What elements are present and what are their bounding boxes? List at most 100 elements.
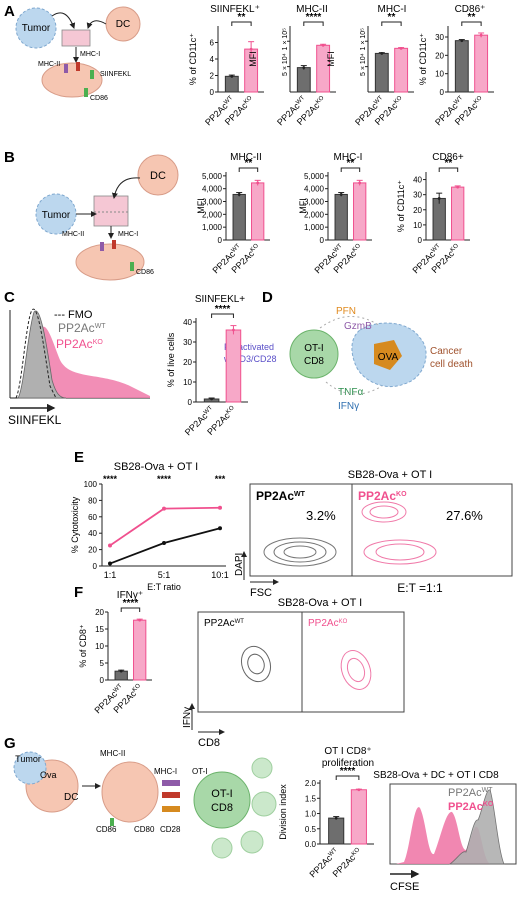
y-tick-label: 10 <box>183 378 192 387</box>
mhc2-label-a: MHC-II <box>38 61 60 68</box>
y-tick-label: 0 <box>210 88 215 97</box>
y-tick-label: 2.0 <box>305 779 317 788</box>
data-point <box>162 506 166 511</box>
g-oti-cell-label: OT-I <box>211 788 232 800</box>
significance-label: **** <box>123 598 139 609</box>
d-pfn-label: PFN <box>336 306 356 317</box>
ot1-cell-d <box>289 329 339 379</box>
dc-label-a: DC <box>116 19 130 30</box>
y-axis-label: % of CD8⁺ <box>78 624 88 668</box>
g-flow-title: SB28-Ova + DC + OT I CD8 <box>373 770 499 781</box>
chart-title: SIINFEKL⁺ <box>210 4 260 15</box>
bar <box>451 186 465 241</box>
y-tick-label: 0 <box>218 236 223 245</box>
g-dc-label: DC <box>64 792 78 803</box>
significance-bracket <box>340 167 361 172</box>
y-tick-label: 40 <box>88 529 97 538</box>
e-x-label: FSC <box>250 587 272 599</box>
y-tick-label: 30 <box>413 191 422 200</box>
bar <box>454 40 469 93</box>
data-point <box>339 193 343 196</box>
chart-title: MHC-I <box>334 152 363 163</box>
schematic-a: Tumor DC MHC-II MHC-I SIINFEKL CD86 <box>15 6 141 102</box>
data-point <box>108 561 112 566</box>
dc-cell-b <box>137 154 179 196</box>
y-axis-label: MFI <box>248 51 258 67</box>
y-tick-label: 100 <box>84 480 98 489</box>
g-mhc2-label: MHC-II <box>100 749 125 758</box>
panel-label-c: C <box>4 289 15 306</box>
chart-b1: MHC-II01,0002,0003,0004,0005,000MFIPP2Ac… <box>196 152 270 275</box>
y-tick-label: 10 <box>413 221 422 230</box>
y-tick-label: 5 × 10⁴ <box>360 53 367 76</box>
well-a <box>61 29 91 47</box>
histogram-g: SB28-Ova + DC + OT I CD8 PP2AcWT PP2AcKO… <box>373 770 517 893</box>
bar <box>224 75 239 93</box>
g-oti-tcr-label: OT-I <box>192 767 208 776</box>
tumor-cell-g <box>13 751 47 785</box>
chart-b2: MHC-I01,0002,0003,0004,0005,000MFIPP2AcW… <box>298 152 372 275</box>
y-tick-label: 5 <box>100 659 105 668</box>
contour-e: SB28-Ova + OT I PP2AcWT PP2AcKO 3.2% 27.… <box>234 469 513 599</box>
bar <box>474 34 489 93</box>
histogram-c: --- FMO PP2AcWT PP2AcKO SIINFEKL <box>8 308 150 427</box>
tumor-label: Tumor <box>22 23 51 34</box>
bar <box>353 182 367 241</box>
g-cd28-label: CD28 <box>160 825 181 834</box>
d-death-label-1: Cancer <box>430 346 463 357</box>
d-gzmb-label: GzmB <box>344 321 372 332</box>
fmo-legend: --- FMO <box>54 309 93 321</box>
wt-histogram <box>17 310 67 399</box>
transwell <box>93 195 129 227</box>
data-point <box>210 397 214 401</box>
y-tick-label: 0.5 <box>305 825 317 834</box>
bar <box>225 329 242 403</box>
chart-title: MHC-I <box>378 4 407 15</box>
y-axis-label: MFI <box>326 51 336 67</box>
chart-e1: SB28-Ova + OT I 0 20 40 60 80 100 % Cytotoxicit… <box>70 461 229 592</box>
y-tick-label: 30 <box>435 33 444 42</box>
f-flow-title: SB28-Ova + OT I <box>278 597 362 609</box>
bar <box>296 67 311 93</box>
bar <box>374 52 389 93</box>
mhc1-label-b: MHC-I <box>118 231 138 238</box>
data-point <box>321 43 325 47</box>
significance-bracket <box>335 775 360 780</box>
g-ova-label: Ova <box>40 770 57 780</box>
panel-label-d: D <box>262 289 273 306</box>
significance-bracket <box>438 167 459 172</box>
y-axis-label: % Cytotoxicity <box>70 496 80 553</box>
tumor-cell <box>15 7 57 49</box>
bar <box>350 789 367 845</box>
y-tick-label: 1.0 <box>305 810 317 819</box>
y-tick-label: 40 <box>183 318 192 327</box>
e-pct-wt: 3.2% <box>306 508 336 523</box>
f-x-label: CD8 <box>198 737 220 749</box>
e-contour-ko <box>361 501 437 565</box>
f-contour-wt <box>240 645 272 683</box>
c-wt-legend: PP2AcWT <box>58 321 106 335</box>
data-point <box>256 181 260 185</box>
series-line <box>109 506 221 547</box>
panel-label-f: F <box>74 584 83 601</box>
bar <box>328 817 345 845</box>
significance-label: ** <box>388 12 396 23</box>
chart-title: OT I CD8⁺ <box>324 746 371 757</box>
e-ratio-label: E:T =1:1 <box>397 581 443 595</box>
y-axis-label: MFI <box>298 198 308 214</box>
significance-bracket <box>381 21 402 26</box>
bar <box>232 193 246 241</box>
y-tick-label: 4,000 <box>202 185 223 194</box>
data-point <box>456 185 460 189</box>
data-point <box>230 74 234 78</box>
y-axis-label: % of CD11c⁺ <box>418 33 428 85</box>
y-tick-label: 6 <box>210 39 215 48</box>
y-tick-label: 20 <box>95 608 104 617</box>
y-tick-label: 5,000 <box>304 172 325 181</box>
y-tick-label: 0 <box>418 236 423 245</box>
e-wt-label: PP2AcWT <box>256 489 306 503</box>
g-tumor-label: Tumor <box>15 754 41 764</box>
data-point <box>460 39 464 43</box>
